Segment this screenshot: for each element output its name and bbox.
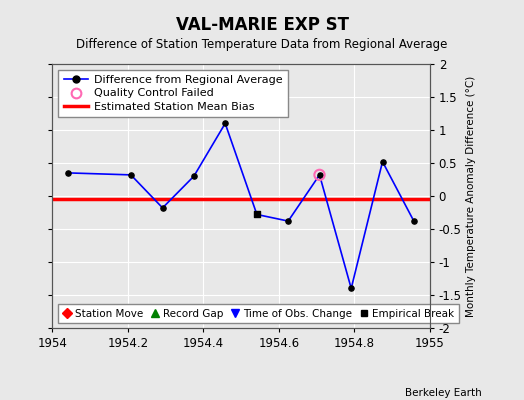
Point: [253, 211, 261, 218]
Point: [410, 218, 418, 224]
Legend: Station Move, Record Gap, Time of Obs. Change, Empirical Break: Station Move, Record Gap, Time of Obs. C…: [58, 304, 458, 323]
Point: [253, 211, 261, 218]
Point: [284, 218, 292, 224]
Point: [190, 173, 198, 179]
Text: VAL-MARIE EXP ST: VAL-MARIE EXP ST: [176, 16, 348, 34]
Text: Difference of Station Temperature Data from Regional Average: Difference of Station Temperature Data f…: [77, 38, 447, 51]
Point: [158, 205, 167, 211]
Y-axis label: Monthly Temperature Anomaly Difference (°C): Monthly Temperature Anomaly Difference (…: [466, 75, 476, 317]
Text: Berkeley Earth: Berkeley Earth: [406, 388, 482, 398]
Point: [315, 172, 324, 178]
Point: [64, 170, 72, 176]
Point: [221, 120, 230, 126]
Point: [347, 285, 355, 292]
Point: [127, 172, 135, 178]
Point: [315, 172, 324, 178]
Point: [378, 158, 387, 165]
